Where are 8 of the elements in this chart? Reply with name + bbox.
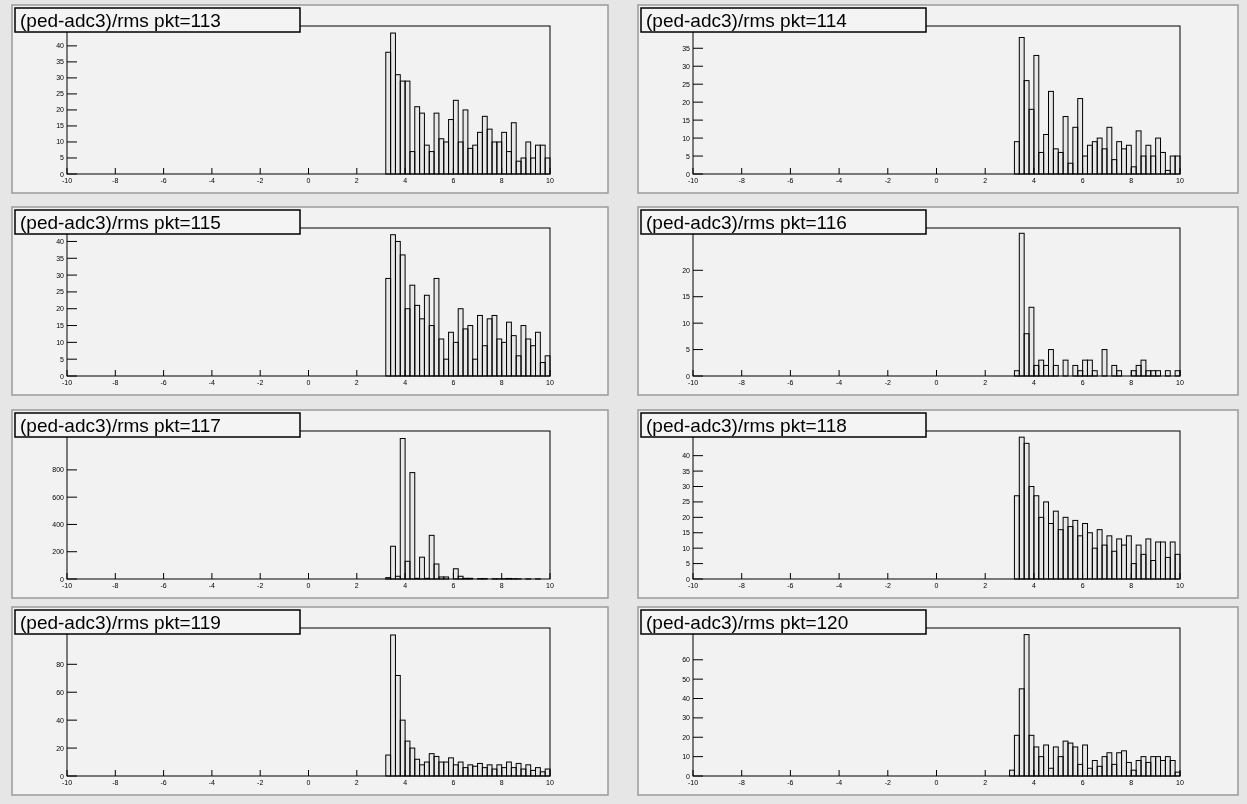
chart-title: (ped-adc3)/rms pkt=113 <box>20 10 221 31</box>
chart-title: (ped-adc3)/rms pkt=118 <box>646 415 847 436</box>
chart-title: (ped-adc3)/rms pkt=120 <box>646 612 849 633</box>
chart-title: (ped-adc3)/rms pkt=114 <box>646 10 848 31</box>
chart-title: (ped-adc3)/rms pkt=117 <box>20 415 221 436</box>
chart-title: (ped-adc3)/rms pkt=119 <box>20 612 221 633</box>
chart-title: (ped-adc3)/rms pkt=116 <box>646 212 847 233</box>
chart-title: (ped-adc3)/rms pkt=115 <box>20 212 221 233</box>
